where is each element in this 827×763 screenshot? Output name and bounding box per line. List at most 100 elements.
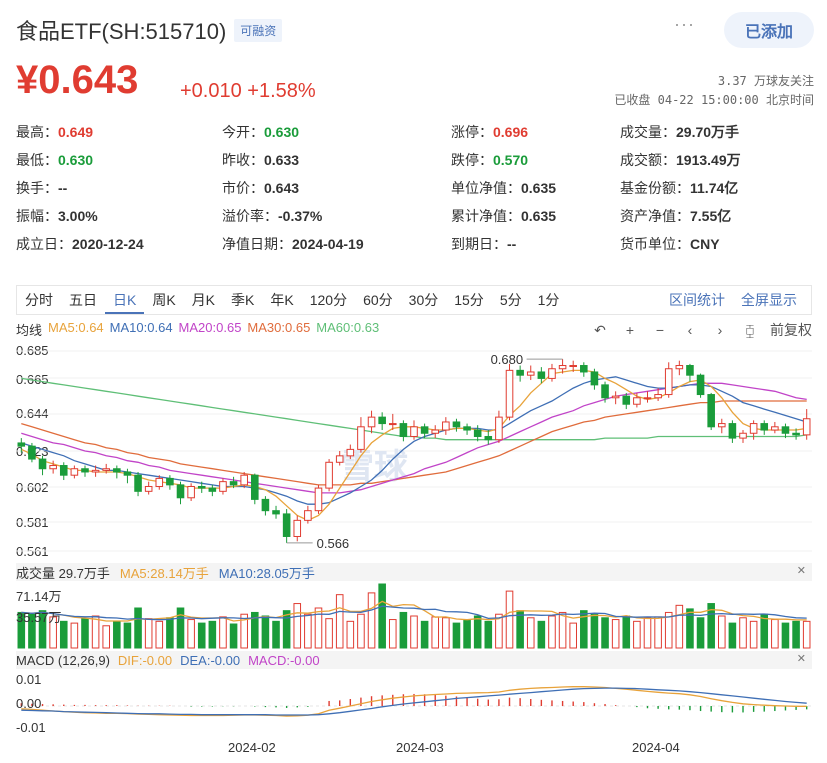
tab-item[interactable]: 月K [191, 292, 216, 308]
low-marker-label: 0.566 [317, 536, 350, 551]
candle-body [325, 461, 333, 489]
volume-bar [654, 616, 662, 649]
adjust-mode[interactable]: 前复权 [770, 322, 812, 338]
candle-body [643, 397, 652, 400]
close-volume-icon[interactable]: ✕ [796, 565, 806, 577]
tab-item[interactable]: 周K [152, 292, 176, 308]
candle-body [516, 369, 524, 376]
tab-item[interactable]: 年K [270, 292, 294, 308]
candle-body [802, 418, 811, 436]
tab-actions: 区间统计 全屏显示 [661, 286, 805, 314]
prev-icon[interactable]: ‹ [687, 322, 693, 338]
dea-line [21, 687, 807, 716]
quote-value: -0.37% [278, 208, 323, 224]
quote-label: 跌停： [451, 152, 493, 168]
market-status: 已收盘 04-22 15:00:00 北京时间 [614, 93, 814, 107]
volume-bar [495, 613, 503, 649]
price-change: +0.010 +1.58% [180, 80, 316, 102]
volume-bar [91, 615, 100, 649]
volume-bar [272, 620, 280, 649]
followers-count[interactable]: 3.37 万球友关注 [717, 74, 814, 88]
quote-label: 溢价率： [222, 208, 278, 224]
quote-item: 成交额：1913.49万 [620, 146, 741, 174]
tab-item[interactable]: 5分 [499, 292, 522, 308]
volume-bar [229, 623, 238, 649]
candle-body [81, 468, 89, 473]
candle-body [749, 423, 758, 434]
candle-body [707, 394, 715, 428]
quote-value: 7.55亿 [690, 208, 732, 224]
volume-bar [802, 620, 811, 649]
volume-bar [113, 620, 121, 649]
quote-value: 0.630 [264, 124, 300, 140]
tab-item[interactable]: 15分 [454, 292, 484, 308]
zoom-in-icon[interactable]: + [625, 322, 635, 338]
volume-legend-item: 成交量 29.7万手 [16, 565, 110, 581]
candle-body [675, 365, 684, 370]
tab-item[interactable]: 120分 [309, 292, 348, 308]
volume-axis-label: 35.57万 [16, 610, 62, 625]
macd-axis-label: 0.01 [16, 672, 42, 687]
zoom-out-icon[interactable]: − [655, 322, 665, 338]
volume-bar [781, 622, 790, 649]
volume-bar [675, 604, 684, 649]
dif-line [21, 686, 807, 717]
candle-body [664, 368, 673, 396]
volume-bar [463, 619, 471, 649]
volume-bar [569, 622, 577, 649]
quote-column-4: 成交量：29.70万手 成交额：1913.49万 基金份额：11.74亿 资产净值：7… [620, 118, 741, 258]
more-options-icon[interactable]: ··· [674, 14, 695, 34]
candle-body [463, 426, 471, 431]
candle-body [728, 423, 737, 439]
next-icon[interactable]: › [717, 322, 723, 338]
quote-label: 累计净值： [451, 208, 521, 224]
volume-bar [611, 619, 620, 649]
margin-badge[interactable]: 可融资 [234, 18, 283, 42]
candle-icon[interactable]: ⧮ [745, 321, 755, 338]
undo-icon[interactable]: ↶ [594, 321, 606, 338]
candle-body [70, 468, 79, 476]
quote-item: 换手：-- [16, 174, 144, 202]
quote-value: 0.635 [521, 208, 557, 224]
quote-label: 货币单位： [620, 236, 690, 252]
current-price: ¥0.643 [16, 58, 139, 102]
tab-item[interactable]: 日K [105, 286, 145, 314]
candle-body [335, 455, 344, 463]
volume-bar [314, 607, 323, 649]
tab-item[interactable]: 30分 [408, 292, 439, 308]
tab-item[interactable]: 60分 [363, 292, 393, 308]
candle-body [431, 429, 440, 434]
volume-bar [526, 617, 535, 649]
volume-bar [717, 615, 726, 649]
volume-legend: 成交量 29.7万手 MA5:28.14万手 MA10:28.05万手 ✕ [16, 563, 812, 581]
period-tabs: 分时 五日 日K 周K 月K 季K 年K 120分 60分 30分 15分 5分 1分 区间统计 全屏显示 [16, 285, 812, 315]
candle-body [399, 423, 408, 437]
candle-body [590, 371, 599, 386]
candle-body [495, 416, 503, 441]
close-macd-icon[interactable]: ✕ [796, 653, 806, 665]
tab-item[interactable]: 1分 [537, 292, 560, 308]
volume-bar [558, 611, 567, 649]
tab-item[interactable]: 季K [231, 292, 255, 308]
macd-axis-label: -0.01 [16, 720, 46, 735]
volume-bar [622, 615, 631, 649]
quote-label: 市价： [222, 180, 264, 196]
tab-action[interactable]: 全屏显示 [741, 292, 797, 308]
volume-bar [208, 620, 217, 649]
tab-item[interactable]: 分时 [25, 292, 53, 308]
candle-body [187, 485, 195, 499]
added-watchlist-button[interactable]: 已添加 [724, 12, 814, 48]
quote-label: 成交额： [620, 152, 676, 168]
quote-label: 最低： [16, 152, 58, 168]
volume-axis-label: 71.14万 [16, 589, 62, 604]
quote-value: CNY [690, 236, 720, 252]
tab-action[interactable]: 区间统计 [669, 292, 725, 308]
tab-item[interactable]: 五日 [69, 292, 97, 308]
candle-body [219, 481, 227, 492]
ma-legend-item: MA5:0.64 [48, 320, 104, 335]
volume-bar [442, 617, 450, 649]
quote-column-1: 最高：0.649 最低：0.630 换手：-- 振幅：3.00% 成立日：2020-12… [16, 118, 144, 258]
quote-item: 溢价率：-0.37% [222, 202, 364, 230]
quote-item: 净值日期：2024-04-19 [222, 230, 364, 258]
